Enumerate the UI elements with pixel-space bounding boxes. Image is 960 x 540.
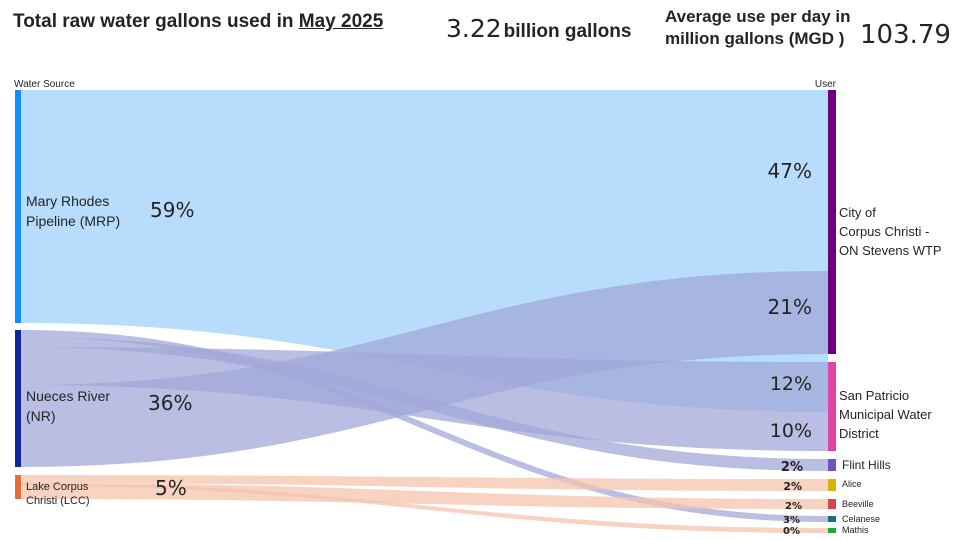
link-label-mrp-sp: 12% — [770, 373, 812, 395]
source-pct-lcc: 5% — [155, 476, 187, 500]
link-lcc-alice — [21, 475, 828, 491]
user-label-occ: Corpus Christi - — [839, 224, 929, 239]
user-node-occ — [828, 90, 836, 354]
user-node-mathis — [828, 528, 836, 533]
link-nr-celanese — [21, 330, 828, 522]
source-label-lcc: Lake Corpus — [26, 481, 89, 493]
user-label-sp: Municipal Water — [839, 407, 932, 422]
user-label-mathis: Mathis — [842, 525, 869, 535]
source-label-lcc: Christi (LCC) — [26, 495, 90, 507]
user-node-sp — [828, 362, 836, 451]
link-label-lcc-alice: 2% — [783, 480, 802, 493]
source-label-mrp: Pipeline (MRP) — [26, 213, 120, 229]
user-node-beeville — [828, 499, 836, 509]
user-label-occ: ON Stevens WTP — [839, 243, 942, 258]
user-label-fh: Flint Hills — [842, 458, 891, 472]
source-pct-mrp: 59% — [150, 198, 194, 222]
link-label-mrp-occ: 47% — [768, 159, 812, 183]
source-label-nr: (NR) — [26, 408, 56, 424]
user-label-sp: San Patricio — [839, 388, 909, 403]
link-label-nr-occ: 21% — [768, 295, 812, 319]
source-label-nr: Nueces River — [26, 388, 110, 404]
link-label-nr-fh: 2% — [781, 460, 803, 475]
link-lcc-mathis — [21, 483, 828, 533]
source-node-mrp — [15, 90, 21, 323]
user-node-alice — [828, 479, 836, 491]
link-label-nr-celanese: 3% — [783, 515, 800, 526]
link-nr-fh — [21, 337, 828, 471]
user-label-alice: Alice — [842, 479, 862, 489]
link-label-lcc-beeville: 2% — [785, 501, 802, 512]
source-label-mrp: Mary Rhodes — [26, 193, 109, 209]
link-label-lcc-mathis: 0% — [783, 526, 800, 537]
user-node-celanese — [828, 516, 836, 522]
total-gallons-card: 3.22 billion gallons — [446, 14, 631, 43]
avg-use-label: Average use per day in million gallons (… — [665, 7, 851, 48]
link-label-nr-sp: 10% — [770, 420, 812, 442]
source-pct-nr: 36% — [148, 391, 192, 415]
user-label-beeville: Beeville — [842, 499, 874, 509]
source-node-nr — [15, 330, 21, 467]
user-node-fh — [828, 459, 836, 471]
user-label-sp: District — [839, 426, 879, 441]
user-label-occ: City of — [839, 205, 876, 220]
total-gallons-value: 3.22 — [446, 14, 502, 43]
link-mrp-occ — [21, 90, 828, 271]
title-period[interactable]: May 2025 — [298, 11, 384, 32]
user-label-celanese: Celanese — [842, 514, 880, 524]
source-node-lcc — [15, 475, 21, 499]
total-gallons-unit: billion gallons — [503, 21, 632, 42]
left-axis-label: Water Source — [14, 79, 75, 90]
title-prefix: Total raw water gallons used in — [13, 11, 294, 32]
page-title: Total raw water gallons used in May 2025 — [13, 11, 383, 33]
sankey-links — [21, 90, 828, 533]
right-axis-label: User — [815, 79, 837, 90]
avg-use-value: 103.79 — [860, 20, 951, 50]
